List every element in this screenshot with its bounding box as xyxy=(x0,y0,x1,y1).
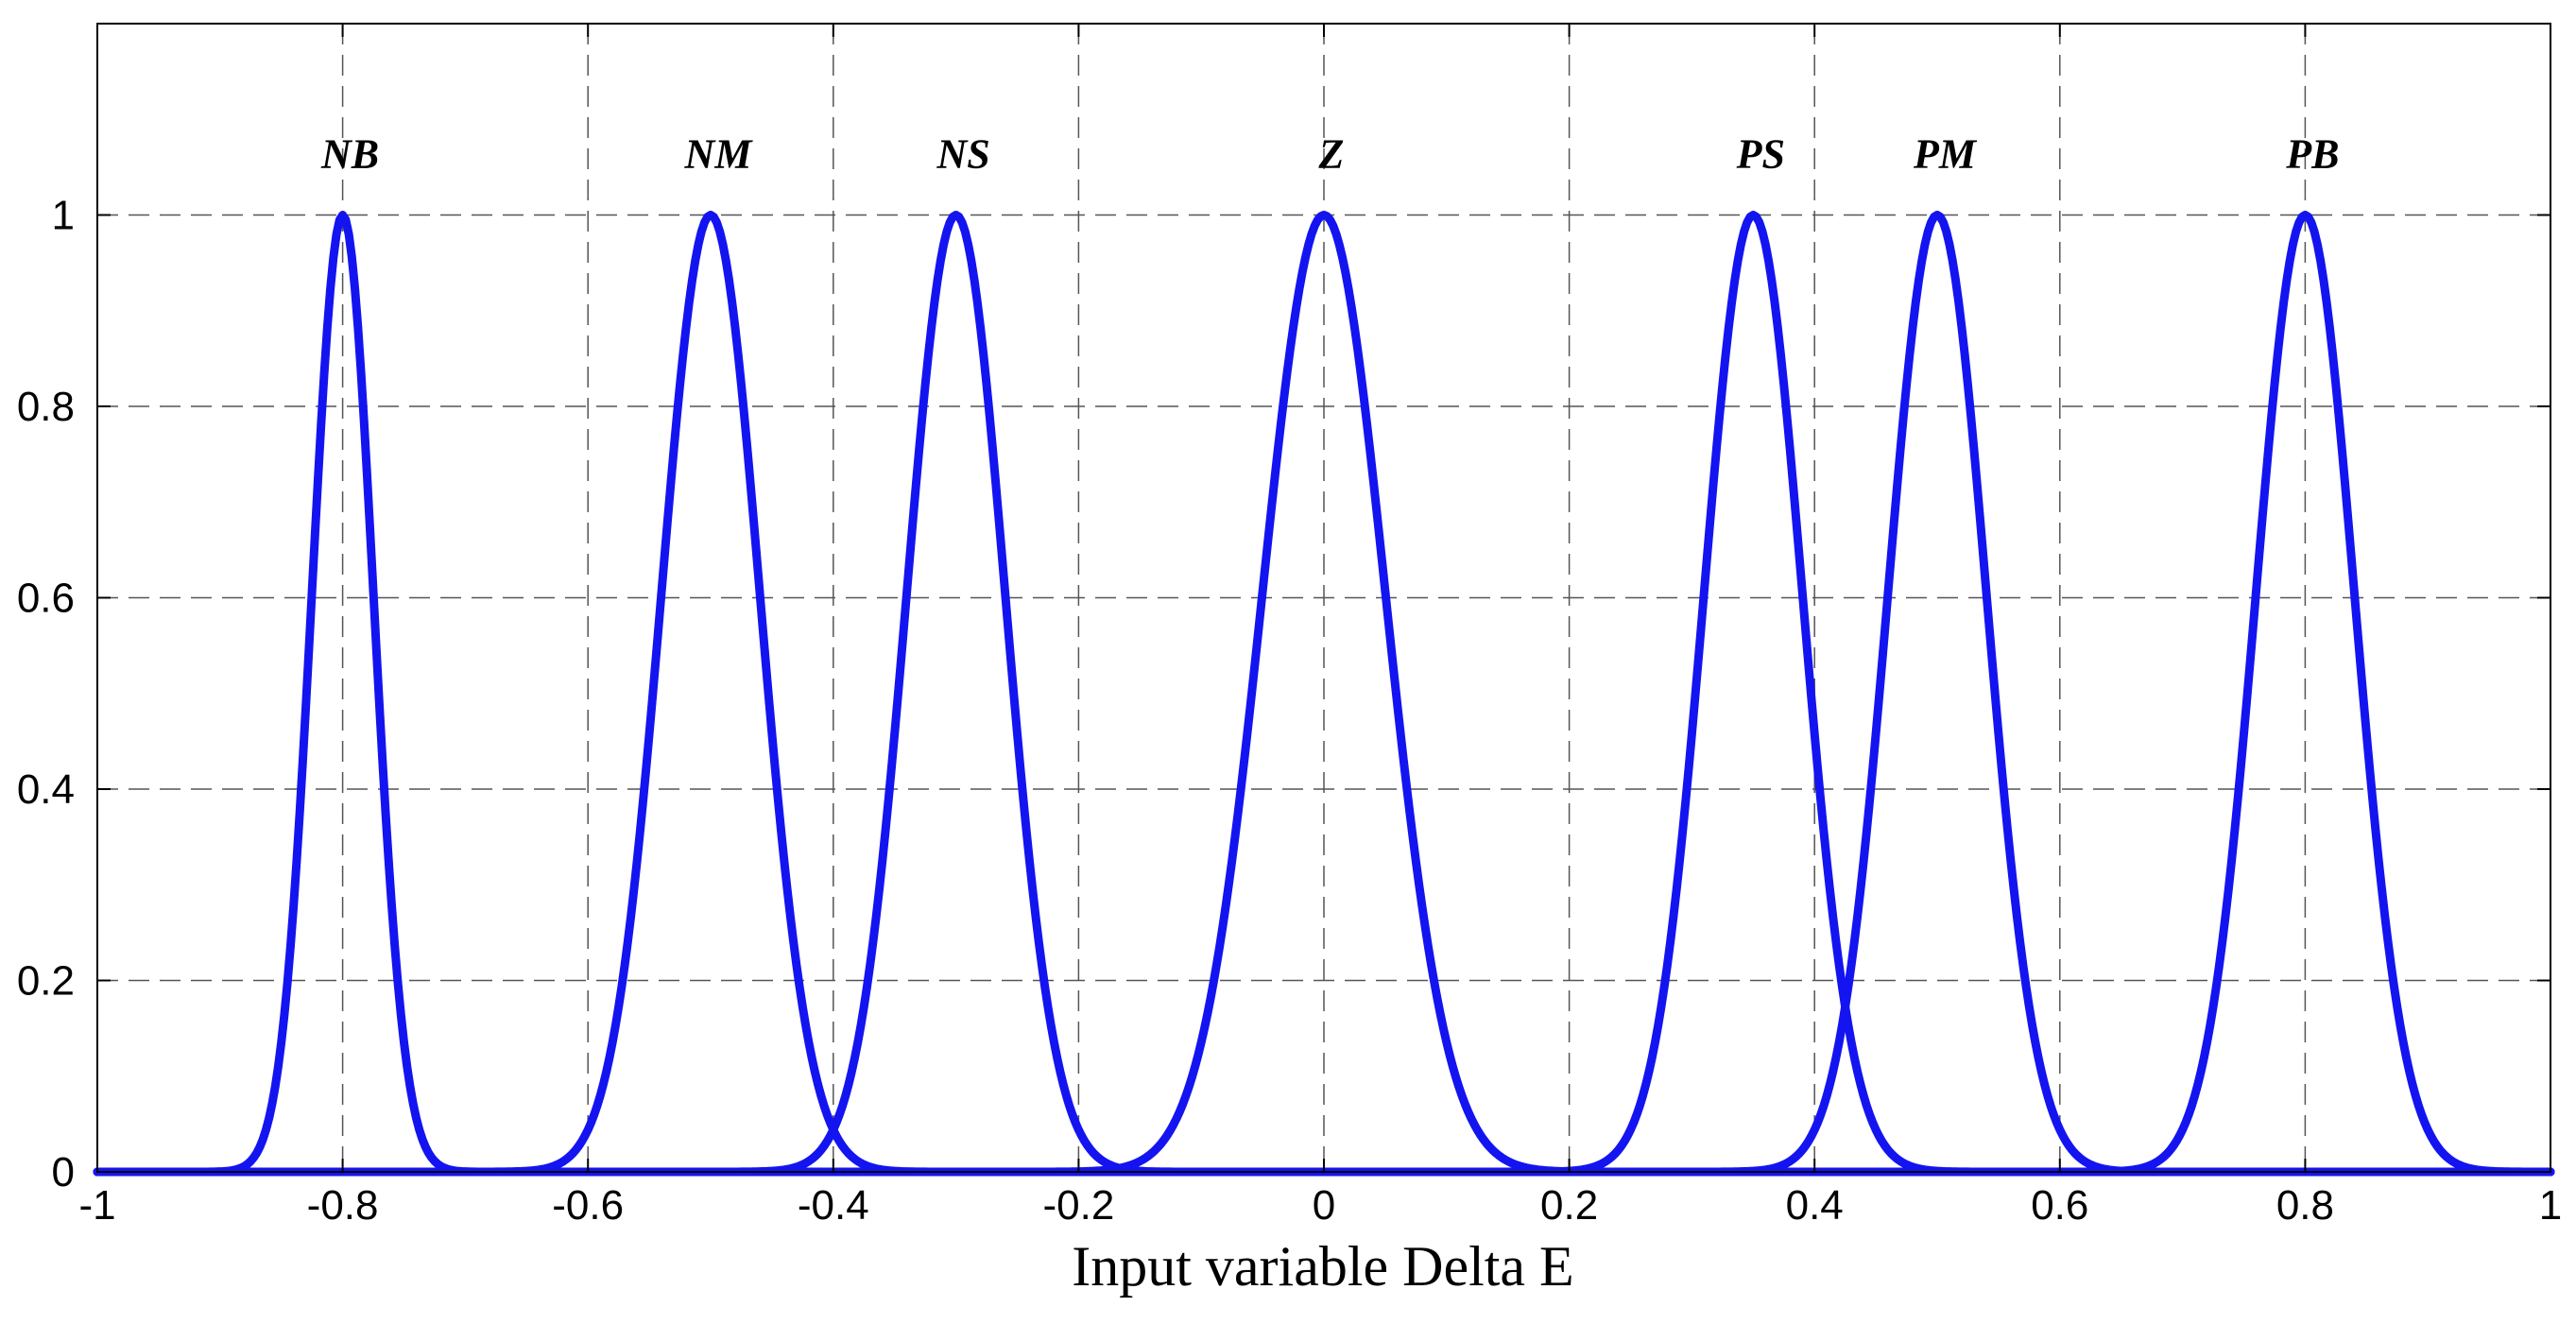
y-tick-label: 0 xyxy=(52,1149,75,1195)
series-label-pm: PM xyxy=(1913,131,1978,178)
axis-ticks: -1 -0.8 -0.6 -0.4 -0.2 0 0.2 0.4 0.6 0.8 1 0 0.2 0.4 0… xyxy=(17,24,2562,1229)
x-tick-label: 0 xyxy=(1313,1182,1335,1229)
x-axis-title: Input variable Delta E xyxy=(1072,1235,1573,1298)
y-tick-label: 0.4 xyxy=(17,766,75,813)
y-tick-label: 1 xyxy=(52,193,75,239)
x-tick-label: 0.2 xyxy=(1540,1182,1598,1229)
x-tick-label: 0.4 xyxy=(1786,1182,1844,1229)
x-tick-label: 1 xyxy=(2539,1182,2562,1229)
x-tick-label: -0.2 xyxy=(1042,1182,1114,1229)
y-tick-label: 0.2 xyxy=(17,958,75,1005)
x-tick-label: -1 xyxy=(78,1182,115,1229)
series-label-nb: NB xyxy=(320,131,379,178)
x-tick-label: 0.8 xyxy=(2276,1182,2334,1229)
series-label-ps: PS xyxy=(1736,131,1785,178)
series-label-nm: NM xyxy=(684,131,754,178)
series-labels: NB NM NS Z PS PM PB xyxy=(320,131,2339,178)
y-tick-label: 0.8 xyxy=(17,384,75,430)
x-tick-label: 0.6 xyxy=(2031,1182,2088,1229)
series-label-z: Z xyxy=(1318,131,1345,178)
x-tick-label: -0.4 xyxy=(798,1182,869,1229)
x-tick-label: -0.8 xyxy=(307,1182,379,1229)
x-tick-label: -0.6 xyxy=(552,1182,624,1229)
y-tick-label: 0.6 xyxy=(17,576,75,622)
series-label-pb: PB xyxy=(2285,131,2339,178)
series-label-ns: NS xyxy=(936,131,989,178)
